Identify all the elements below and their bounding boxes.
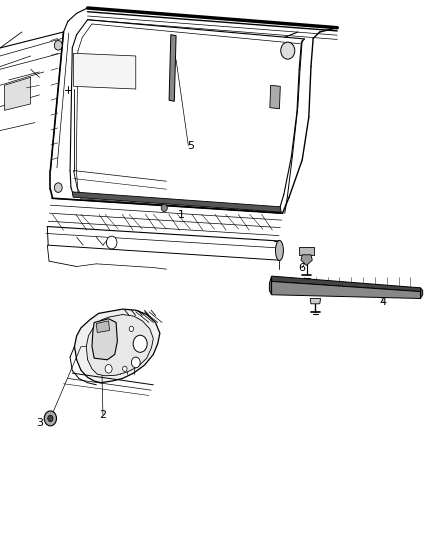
Text: 4: 4 <box>380 297 387 306</box>
Circle shape <box>133 335 147 352</box>
Polygon shape <box>299 247 314 255</box>
Circle shape <box>131 357 140 368</box>
Polygon shape <box>272 276 420 292</box>
Polygon shape <box>272 281 420 298</box>
Circle shape <box>105 365 112 373</box>
Polygon shape <box>74 309 160 383</box>
Polygon shape <box>72 192 281 212</box>
Circle shape <box>129 326 134 332</box>
Polygon shape <box>169 35 176 101</box>
Text: 5: 5 <box>187 141 194 150</box>
Polygon shape <box>310 298 321 304</box>
Text: 2: 2 <box>99 410 106 419</box>
Polygon shape <box>4 77 31 110</box>
Polygon shape <box>92 319 117 360</box>
Circle shape <box>48 415 53 422</box>
Polygon shape <box>301 255 312 265</box>
Polygon shape <box>270 85 280 109</box>
Circle shape <box>123 366 127 372</box>
Polygon shape <box>96 321 110 333</box>
Polygon shape <box>74 53 136 89</box>
Circle shape <box>54 41 62 50</box>
Polygon shape <box>86 314 153 376</box>
Circle shape <box>54 183 62 192</box>
Ellipse shape <box>276 240 283 261</box>
Text: 1: 1 <box>178 211 185 220</box>
Circle shape <box>44 411 57 426</box>
Polygon shape <box>420 288 423 298</box>
Circle shape <box>281 42 295 59</box>
Text: 6: 6 <box>299 263 306 272</box>
Polygon shape <box>269 276 272 295</box>
Circle shape <box>106 236 117 249</box>
Circle shape <box>161 204 167 212</box>
Text: 3: 3 <box>36 418 43 427</box>
